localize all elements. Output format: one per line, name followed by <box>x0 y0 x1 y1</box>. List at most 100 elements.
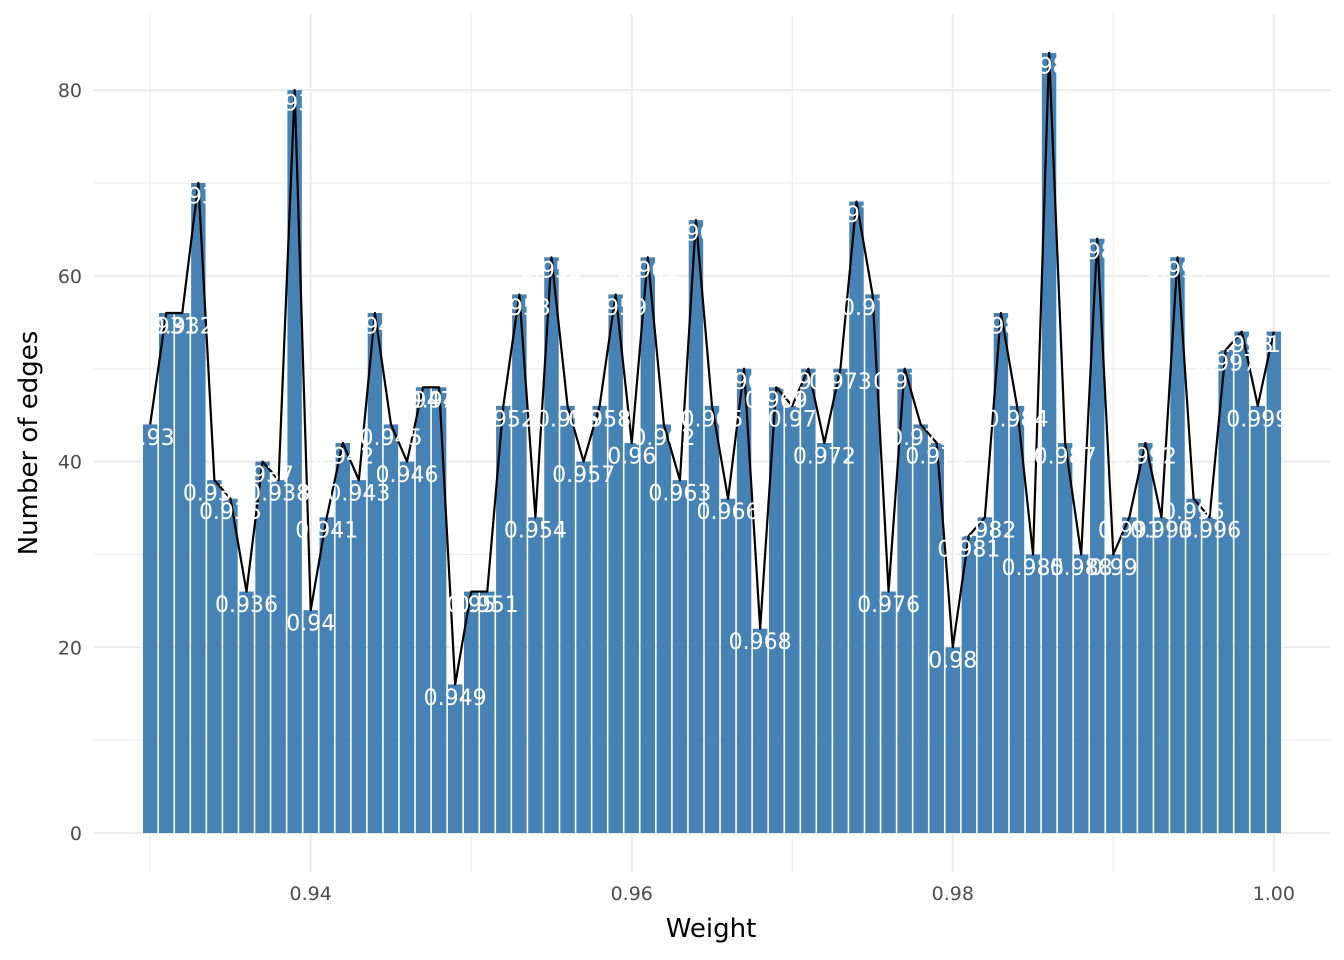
data-label: 0.991 <box>1098 519 1161 544</box>
bar <box>431 387 447 833</box>
data-label: 0.934 <box>183 482 246 507</box>
bar <box>817 443 832 833</box>
bar <box>704 405 720 833</box>
data-label: 0.935 <box>199 500 262 525</box>
bar <box>849 201 864 834</box>
data-label: 0.947 <box>392 389 455 414</box>
data-label: 0.945 <box>359 426 422 451</box>
bar <box>415 387 431 833</box>
bar <box>688 220 704 834</box>
bar <box>191 183 206 833</box>
bar <box>480 591 495 833</box>
y-tick-label: 0 <box>70 823 82 845</box>
bar <box>624 443 639 833</box>
bar <box>961 535 977 833</box>
bar <box>528 517 543 833</box>
data-label: 0.974 <box>825 203 888 228</box>
bar <box>175 313 190 833</box>
data-label: 0.985 <box>1002 556 1065 581</box>
data-label: 0.943 <box>327 482 390 507</box>
bar <box>1041 53 1057 833</box>
data-label: 0.958 <box>568 407 631 432</box>
bar <box>1009 405 1025 833</box>
x-tick-label: 1.00 <box>1253 883 1295 905</box>
bar <box>656 424 672 833</box>
data-label: 0.936 <box>215 593 278 618</box>
bar <box>929 443 944 833</box>
bar <box>142 424 158 833</box>
y-tick-label: 80 <box>58 80 82 102</box>
bar <box>383 424 399 833</box>
data-label: 0.953 <box>488 296 551 321</box>
data-label: 0.996 <box>1178 519 1241 544</box>
data-label: 0.95 <box>447 593 496 618</box>
data-label: 0.965 <box>681 407 744 432</box>
bar <box>1154 517 1169 833</box>
y-tick-label: 40 <box>58 452 82 474</box>
bar <box>1122 517 1137 833</box>
data-label: 0.94 <box>286 612 335 637</box>
bar <box>255 461 270 833</box>
data-label: 0.966 <box>697 500 760 525</box>
bars <box>142 53 1282 834</box>
bar <box>1090 238 1105 833</box>
data-label: 0.942 <box>311 444 374 469</box>
data-label: 0.992 <box>1114 444 1177 469</box>
bar <box>351 480 367 833</box>
bar <box>544 257 559 833</box>
data-label: 0.96 <box>607 444 656 469</box>
bar <box>399 461 415 833</box>
bar <box>945 647 961 833</box>
data-label: 0.986 <box>1018 54 1081 79</box>
data-label: 0.994 <box>1146 259 1209 284</box>
bar <box>335 443 351 833</box>
data-label: 0.939 <box>263 92 326 117</box>
data-label: 0.964 <box>664 222 727 247</box>
data-label: 0.971 <box>777 370 840 395</box>
data-label: 0.951 <box>456 593 519 618</box>
data-label: 0.972 <box>793 444 856 469</box>
data-label: 0.979 <box>905 444 968 469</box>
data-label: 0.957 <box>552 463 615 488</box>
bar <box>1234 331 1249 833</box>
data-label: 0.983 <box>969 314 1032 339</box>
x-tick-label: 0.94 <box>290 883 332 905</box>
data-label: 0.999 <box>1226 407 1289 432</box>
data-label: 0.937 <box>231 463 294 488</box>
bar <box>1266 331 1282 833</box>
bar <box>1250 405 1265 833</box>
data-label: 0.987 <box>1034 444 1097 469</box>
data-label: 0.944 <box>343 314 406 339</box>
y-axis-title: Number of edges <box>14 331 44 556</box>
bar <box>881 591 896 833</box>
data-label: 0.988 <box>1050 556 1113 581</box>
bar <box>1057 443 1073 833</box>
data-label: 0.946 <box>376 463 439 488</box>
data-label: 0.989 <box>1066 240 1129 265</box>
data-label: 0.99 <box>1089 556 1138 581</box>
trend-line <box>149 51 1275 686</box>
data-label: 0.952 <box>472 407 535 432</box>
data-label: 0.93 <box>126 426 175 451</box>
bar <box>1202 517 1217 833</box>
bar <box>287 90 302 833</box>
bar <box>367 313 383 833</box>
data-label: 0.938 <box>247 482 310 507</box>
bar <box>592 405 607 833</box>
bar <box>271 480 286 833</box>
bar <box>207 480 222 833</box>
data-label: 0.968 <box>729 630 792 655</box>
bar <box>512 294 527 833</box>
data-labels: 0.930.9310.9320.9330.9340.9350.9360.9370… <box>126 54 1290 710</box>
bar <box>897 368 912 833</box>
data-label: 0.975 <box>841 296 904 321</box>
bar <box>159 313 174 833</box>
data-label: 0.981 <box>937 537 1000 562</box>
data-label: 0.962 <box>632 426 695 451</box>
bar <box>1186 498 1201 833</box>
data-label: 0.97 <box>768 407 817 432</box>
data-label: 0.963 <box>648 482 711 507</box>
data-label: 0.973 <box>809 370 872 395</box>
y-tick-label: 20 <box>58 637 82 659</box>
